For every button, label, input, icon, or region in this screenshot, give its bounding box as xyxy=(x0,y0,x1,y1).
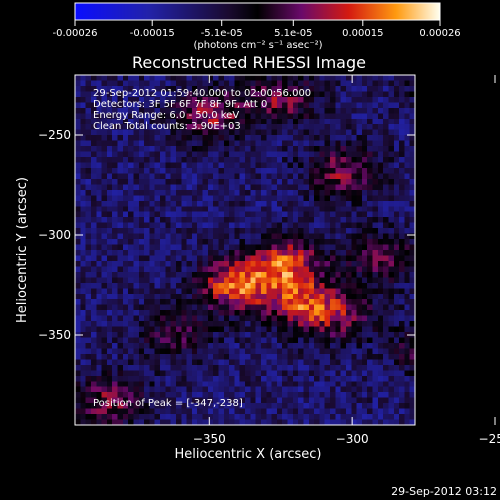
colorbar-tick-label: -0.00026 xyxy=(53,28,98,39)
peak-position-label: Position of Peak = [-347,-238] xyxy=(93,398,243,409)
heatmap-pixels xyxy=(75,75,415,425)
colorbar-tick-label: -0.00015 xyxy=(130,28,175,39)
colorbar-tick-label: 5.1e-05 xyxy=(274,28,312,39)
colorbar: -0.00026 -0.00015 -5.1e-05 5.1e-05 0.00015 0.… xyxy=(53,2,461,51)
info-clean-counts: Clean Total counts: 3.90E+03 xyxy=(93,121,241,132)
heatmap-image xyxy=(75,75,415,425)
info-energy-range: Energy Range: 6.0 - 50.0 keV xyxy=(93,110,239,121)
colorbar-tick-label: 0.00015 xyxy=(342,28,383,39)
x-axis-label: Heliocentric X (arcsec) xyxy=(175,447,322,462)
x-tick-label: −250 xyxy=(479,432,500,446)
colorbar-unit-label: (photons cm⁻² s⁻¹ asec⁻²) xyxy=(193,40,322,51)
y-tick-label: −350 xyxy=(38,328,71,342)
observation-info: 29-Sep-2012 01:59:40.000 to 02:00:56.000… xyxy=(93,88,311,132)
chart-title: Reconstructed RHESSI Image xyxy=(132,53,366,72)
x-tick-label: −300 xyxy=(336,432,369,446)
colorbar-ticks: -0.00026 -0.00015 -5.1e-05 5.1e-05 0.00015 0.… xyxy=(53,20,461,39)
colorbar-tick-label: -5.1e-05 xyxy=(201,28,243,39)
y-axis-label: Heliocentric Y (arcsec) xyxy=(15,177,30,323)
y-tick-label: −250 xyxy=(38,128,71,142)
footer-date: 29-Sep-2012 03:12 xyxy=(391,485,497,498)
axis-ticks: −350 −300 −250 −250 −300 −350 xyxy=(38,75,500,446)
x-tick-label: −350 xyxy=(193,432,226,446)
colorbar-tick-label: 0.00026 xyxy=(419,28,460,39)
info-detectors: Detectors: 3F 5F 6F 7F 8F 9F, Att 0 xyxy=(93,99,267,110)
info-time-range: 29-Sep-2012 01:59:40.000 to 02:00:56.000 xyxy=(93,88,311,99)
plot-frame xyxy=(74,74,416,426)
y-tick-label: −300 xyxy=(38,228,71,242)
colorbar-gradient xyxy=(74,2,441,21)
